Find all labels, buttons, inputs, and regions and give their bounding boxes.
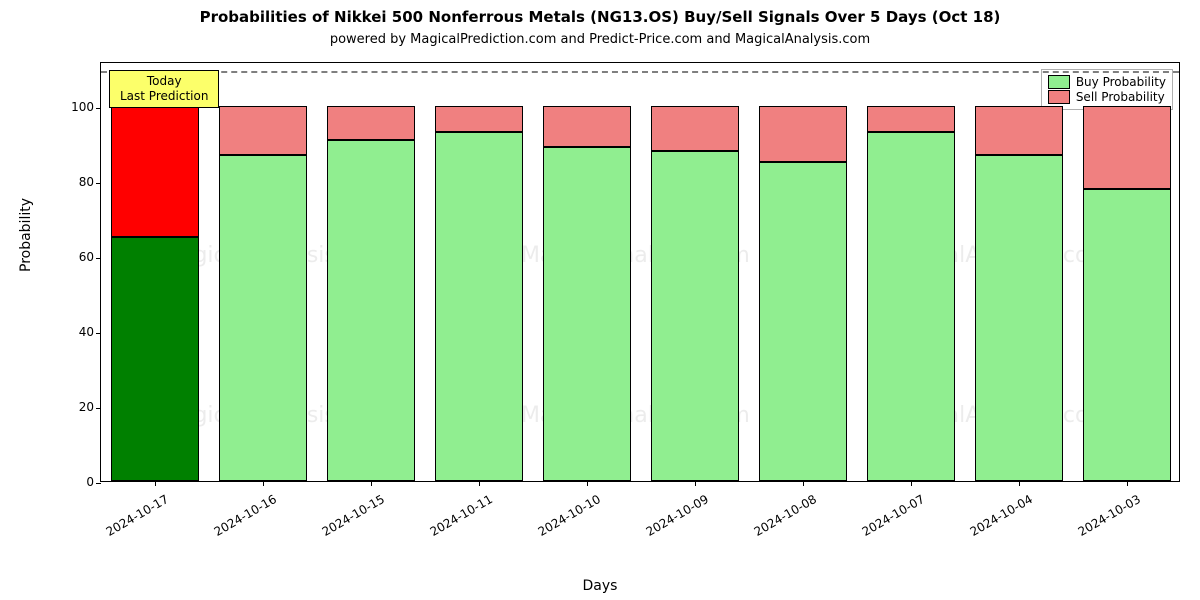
bar-buy-segment bbox=[975, 155, 1064, 481]
bar-buy-segment bbox=[111, 237, 200, 481]
bar-buy-segment bbox=[327, 140, 416, 481]
bar-buy-segment bbox=[435, 132, 524, 481]
x-tick-label: 2024-10-07 bbox=[851, 492, 927, 544]
bar-sell-segment bbox=[867, 106, 956, 132]
bar bbox=[435, 106, 524, 481]
bar-sell-segment bbox=[111, 106, 200, 237]
x-tick bbox=[587, 481, 588, 486]
y-tick bbox=[96, 108, 101, 109]
chart-figure: Probabilities of Nikkei 500 Nonferrous M… bbox=[0, 0, 1200, 600]
x-tick bbox=[371, 481, 372, 486]
x-tick-label: 2024-10-10 bbox=[527, 492, 603, 544]
bar bbox=[975, 106, 1064, 481]
y-tick-label: 40 bbox=[44, 325, 94, 339]
bar-sell-segment bbox=[435, 106, 524, 132]
bar-sell-segment bbox=[975, 106, 1064, 155]
x-tick-label: 2024-10-03 bbox=[1067, 492, 1143, 544]
bar bbox=[111, 106, 200, 481]
today-annotation: TodayLast Prediction bbox=[109, 70, 219, 108]
bar-sell-segment bbox=[219, 106, 308, 155]
x-tick bbox=[479, 481, 480, 486]
legend-label-buy: Buy Probability bbox=[1076, 75, 1166, 89]
legend-label-sell: Sell Probability bbox=[1076, 90, 1165, 104]
legend-swatch-buy bbox=[1048, 75, 1070, 89]
bar-sell-segment bbox=[543, 106, 632, 147]
legend-item-buy: Buy Probability bbox=[1048, 75, 1166, 89]
bar bbox=[543, 106, 632, 481]
chart-subtitle: powered by MagicalPrediction.com and Pre… bbox=[0, 32, 1200, 47]
bar bbox=[327, 106, 416, 481]
x-tick-label: 2024-10-11 bbox=[419, 492, 495, 544]
bar-sell-segment bbox=[651, 106, 740, 151]
bar bbox=[759, 106, 848, 481]
bar bbox=[651, 106, 740, 481]
x-axis-label: Days bbox=[0, 578, 1200, 594]
bar-buy-segment bbox=[867, 132, 956, 481]
x-tick-label: 2024-10-08 bbox=[743, 492, 819, 544]
x-tick bbox=[803, 481, 804, 486]
annotation-line: Last Prediction bbox=[120, 89, 208, 104]
x-tick bbox=[1127, 481, 1128, 486]
y-tick-label: 20 bbox=[44, 400, 94, 414]
x-tick bbox=[911, 481, 912, 486]
annotation-line: Today bbox=[120, 74, 208, 89]
y-tick bbox=[96, 483, 101, 484]
y-tick-label: 80 bbox=[44, 175, 94, 189]
y-tick bbox=[96, 408, 101, 409]
bar-buy-segment bbox=[1083, 189, 1172, 482]
x-tick-label: 2024-10-16 bbox=[203, 492, 279, 544]
legend-item-sell: Sell Probability bbox=[1048, 90, 1166, 104]
y-tick-label: 60 bbox=[44, 250, 94, 264]
x-tick bbox=[695, 481, 696, 486]
plot-area: MagicalAnalysis.com MagicalAnalysis.com … bbox=[100, 62, 1180, 482]
bar-sell-segment bbox=[327, 106, 416, 140]
y-tick bbox=[96, 333, 101, 334]
x-tick bbox=[155, 481, 156, 486]
x-tick-label: 2024-10-09 bbox=[635, 492, 711, 544]
y-tick bbox=[96, 183, 101, 184]
bar bbox=[219, 106, 308, 481]
bar-sell-segment bbox=[759, 106, 848, 162]
bar-buy-segment bbox=[543, 147, 632, 481]
y-axis-label: Probability bbox=[18, 198, 34, 272]
bar-sell-segment bbox=[1083, 106, 1172, 189]
bar bbox=[867, 106, 956, 481]
legend-swatch-sell bbox=[1048, 90, 1070, 104]
x-tick bbox=[1019, 481, 1020, 486]
legend: Buy Probability Sell Probability bbox=[1041, 69, 1173, 110]
bar-buy-segment bbox=[651, 151, 740, 481]
y-tick-label: 100 bbox=[44, 100, 94, 114]
x-tick-label: 2024-10-04 bbox=[959, 492, 1035, 544]
y-tick-label: 0 bbox=[44, 475, 94, 489]
bar-buy-segment bbox=[759, 162, 848, 481]
x-tick bbox=[263, 481, 264, 486]
chart-title: Probabilities of Nikkei 500 Nonferrous M… bbox=[0, 8, 1200, 26]
y-tick bbox=[96, 258, 101, 259]
x-tick-label: 2024-10-15 bbox=[311, 492, 387, 544]
x-tick-label: 2024-10-17 bbox=[95, 492, 171, 544]
reference-line bbox=[101, 71, 1179, 73]
bar bbox=[1083, 106, 1172, 481]
bar-buy-segment bbox=[219, 155, 308, 481]
